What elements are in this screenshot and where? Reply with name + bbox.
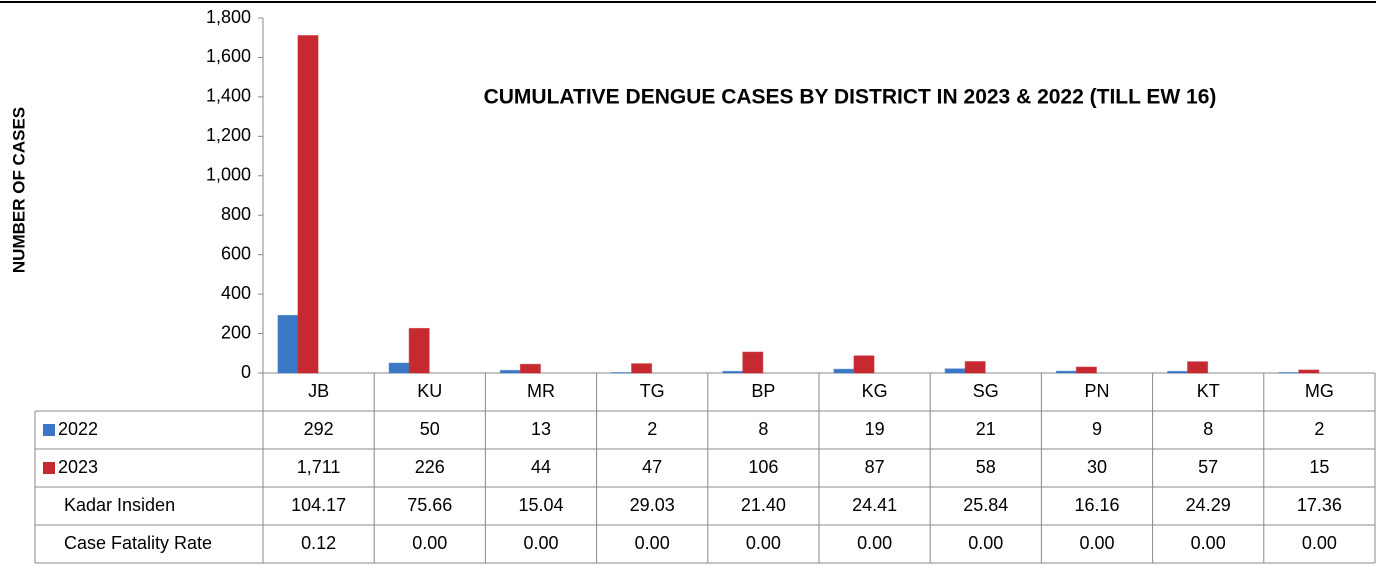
table-cell: 0.00 xyxy=(1079,533,1114,553)
table-cell: 0.12 xyxy=(301,533,336,553)
table-cell: 50 xyxy=(420,419,440,439)
legend-key xyxy=(43,462,55,474)
chart-title: CUMULATIVE DENGUE CASES BY DISTRICT IN 2… xyxy=(484,86,1217,109)
bar xyxy=(742,351,764,374)
table-cell: 0.00 xyxy=(857,533,892,553)
table-cell: 75.66 xyxy=(407,495,452,515)
table-cell: 19 xyxy=(865,419,885,439)
bar xyxy=(631,363,653,374)
y-tick-label: 1,000 xyxy=(206,165,251,185)
table-cell: 58 xyxy=(976,457,996,477)
bar xyxy=(964,361,986,374)
table-cell: 226 xyxy=(415,457,445,477)
table-cell: 104.17 xyxy=(291,495,346,515)
y-tick-label: 600 xyxy=(221,243,251,263)
row-label: Kadar Insiden xyxy=(64,495,175,515)
table-cell: 24.29 xyxy=(1186,495,1231,515)
table-cell: 8 xyxy=(1203,419,1213,439)
bar xyxy=(519,363,541,374)
table-cell: 0.00 xyxy=(412,533,447,553)
row-label: Case Fatality Rate xyxy=(64,533,212,553)
bar xyxy=(944,368,966,374)
table-cell: 106 xyxy=(748,457,778,477)
y-tick-label: 1,400 xyxy=(206,86,251,106)
table-cell: 292 xyxy=(304,419,334,439)
table-cell: 21.40 xyxy=(741,495,786,515)
table-cell: 24.41 xyxy=(852,495,897,515)
legend-label: 2022 xyxy=(58,419,98,439)
table-cell: 0.00 xyxy=(1302,533,1337,553)
table-cell: 29.03 xyxy=(630,495,675,515)
table-cell: 87 xyxy=(865,457,885,477)
table-cell: 25.84 xyxy=(963,495,1008,515)
table-cell: 44 xyxy=(531,457,551,477)
y-tick-label: 0 xyxy=(241,362,251,382)
table-cell: 1,711 xyxy=(297,457,341,477)
bar xyxy=(1298,369,1320,374)
table-cell: 47 xyxy=(642,457,662,477)
x-tick-label: KU xyxy=(417,381,442,401)
table-cell: 15 xyxy=(1309,457,1329,477)
bar xyxy=(277,314,299,374)
bar xyxy=(722,370,744,374)
y-tick-label: 200 xyxy=(221,322,251,342)
table-cell: 15.04 xyxy=(518,495,563,515)
table-cell: 57 xyxy=(1198,457,1218,477)
bar xyxy=(853,355,875,374)
table-cell: 0.00 xyxy=(635,533,670,553)
x-tick-label: TG xyxy=(640,381,665,401)
x-tick-label: MR xyxy=(527,381,555,401)
x-tick-label: PN xyxy=(1084,381,1109,401)
bar xyxy=(1187,361,1209,374)
x-tick-label: BP xyxy=(751,381,775,401)
table-cell: 0.00 xyxy=(746,533,781,553)
table-cell: 9 xyxy=(1092,419,1102,439)
table-cell: 8 xyxy=(758,419,768,439)
table-cell: 2 xyxy=(647,419,657,439)
y-tick-label: 1,800 xyxy=(206,7,251,27)
bar xyxy=(297,35,319,374)
table-cell: 30 xyxy=(1087,457,1107,477)
table-cell: 13 xyxy=(531,419,551,439)
y-axis-label: NUMBER OF CASES xyxy=(9,107,28,273)
legend-label: 2023 xyxy=(58,457,98,477)
bar xyxy=(408,327,430,374)
y-tick-label: 400 xyxy=(221,283,251,303)
table-cell: 2 xyxy=(1314,419,1324,439)
x-tick-label: KG xyxy=(862,381,888,401)
table-cell: 0.00 xyxy=(1191,533,1226,553)
bar xyxy=(833,368,855,374)
x-tick-label: JB xyxy=(308,381,329,401)
y-tick-label: 800 xyxy=(221,204,251,224)
bar xyxy=(499,369,521,374)
bar xyxy=(388,362,410,374)
x-tick-label: SG xyxy=(973,381,999,401)
y-tick-label: 1,600 xyxy=(206,46,251,66)
table-cell: 0.00 xyxy=(523,533,558,553)
table-cell: 21 xyxy=(976,419,996,439)
legend-key xyxy=(43,424,55,436)
bar xyxy=(1075,366,1097,374)
bar xyxy=(1055,370,1077,374)
x-tick-label: KT xyxy=(1197,381,1220,401)
x-tick-label: MG xyxy=(1305,381,1334,401)
table-cell: 17.36 xyxy=(1297,495,1342,515)
table-cell: 0.00 xyxy=(968,533,1003,553)
y-tick-label: 1,200 xyxy=(206,125,251,145)
bar xyxy=(1167,370,1189,374)
table-cell: 16.16 xyxy=(1074,495,1119,515)
